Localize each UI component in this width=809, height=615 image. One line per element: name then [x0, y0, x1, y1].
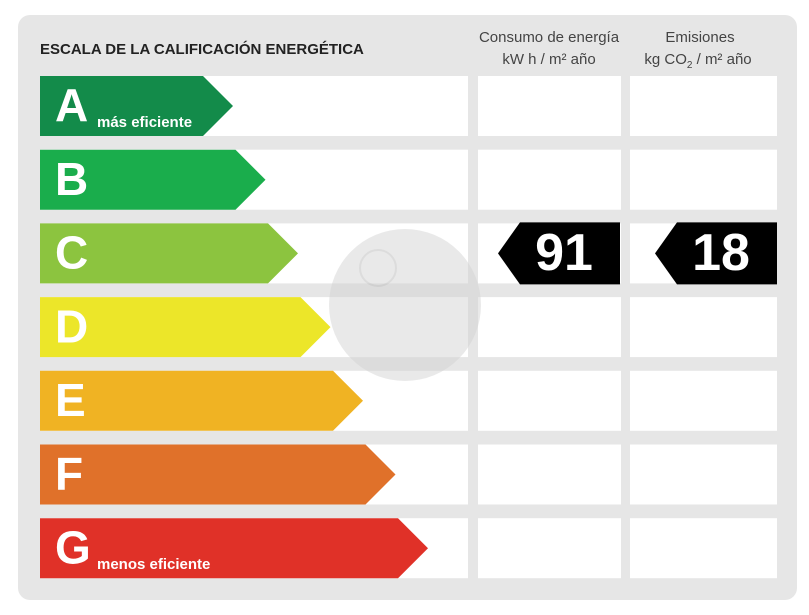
class-bar — [40, 297, 331, 358]
class-bar — [40, 444, 396, 505]
cell — [630, 76, 777, 136]
class-note: menos eficiente — [97, 556, 210, 573]
cell — [478, 76, 621, 136]
cell — [630, 444, 777, 505]
class-letter: B — [55, 153, 88, 205]
column-title: Emisiones — [665, 29, 734, 46]
cell — [478, 297, 621, 358]
class-bar — [40, 149, 266, 210]
class-note: más eficiente — [97, 114, 192, 131]
cell — [478, 370, 621, 431]
cell — [478, 444, 621, 505]
class-letter: G — [55, 521, 91, 573]
column-unit: kg CO2 / m² año — [644, 51, 751, 71]
class-bar — [40, 76, 233, 136]
unit-part: / m² año — [692, 51, 751, 68]
rating-value: 18 — [692, 224, 750, 282]
cell — [630, 370, 777, 431]
label-title: ESCALA DE LA CALIFICACIÓN ENERGÉTICA — [40, 40, 364, 58]
watermark — [329, 229, 481, 381]
rating-arrow — [655, 222, 777, 285]
cell — [630, 518, 777, 579]
class-bar — [40, 518, 428, 579]
class-letter: E — [55, 374, 86, 426]
class-letter: A — [55, 79, 88, 131]
class-letter: C — [55, 227, 88, 279]
class-bar — [40, 370, 363, 431]
column-title: Consumo de energía — [479, 29, 620, 46]
class-letter: D — [55, 300, 88, 352]
unit-sub: 2 — [687, 60, 693, 71]
cell — [478, 518, 621, 579]
column-unit: kW h / m² año — [502, 51, 595, 68]
cell — [630, 149, 777, 210]
cell — [630, 297, 777, 358]
rating-arrow — [498, 222, 620, 285]
cell — [478, 149, 621, 210]
class-bar — [40, 223, 298, 284]
class-letter: F — [55, 448, 83, 500]
unit-part: kg CO — [644, 51, 687, 68]
rating-value: 91 — [535, 224, 593, 282]
